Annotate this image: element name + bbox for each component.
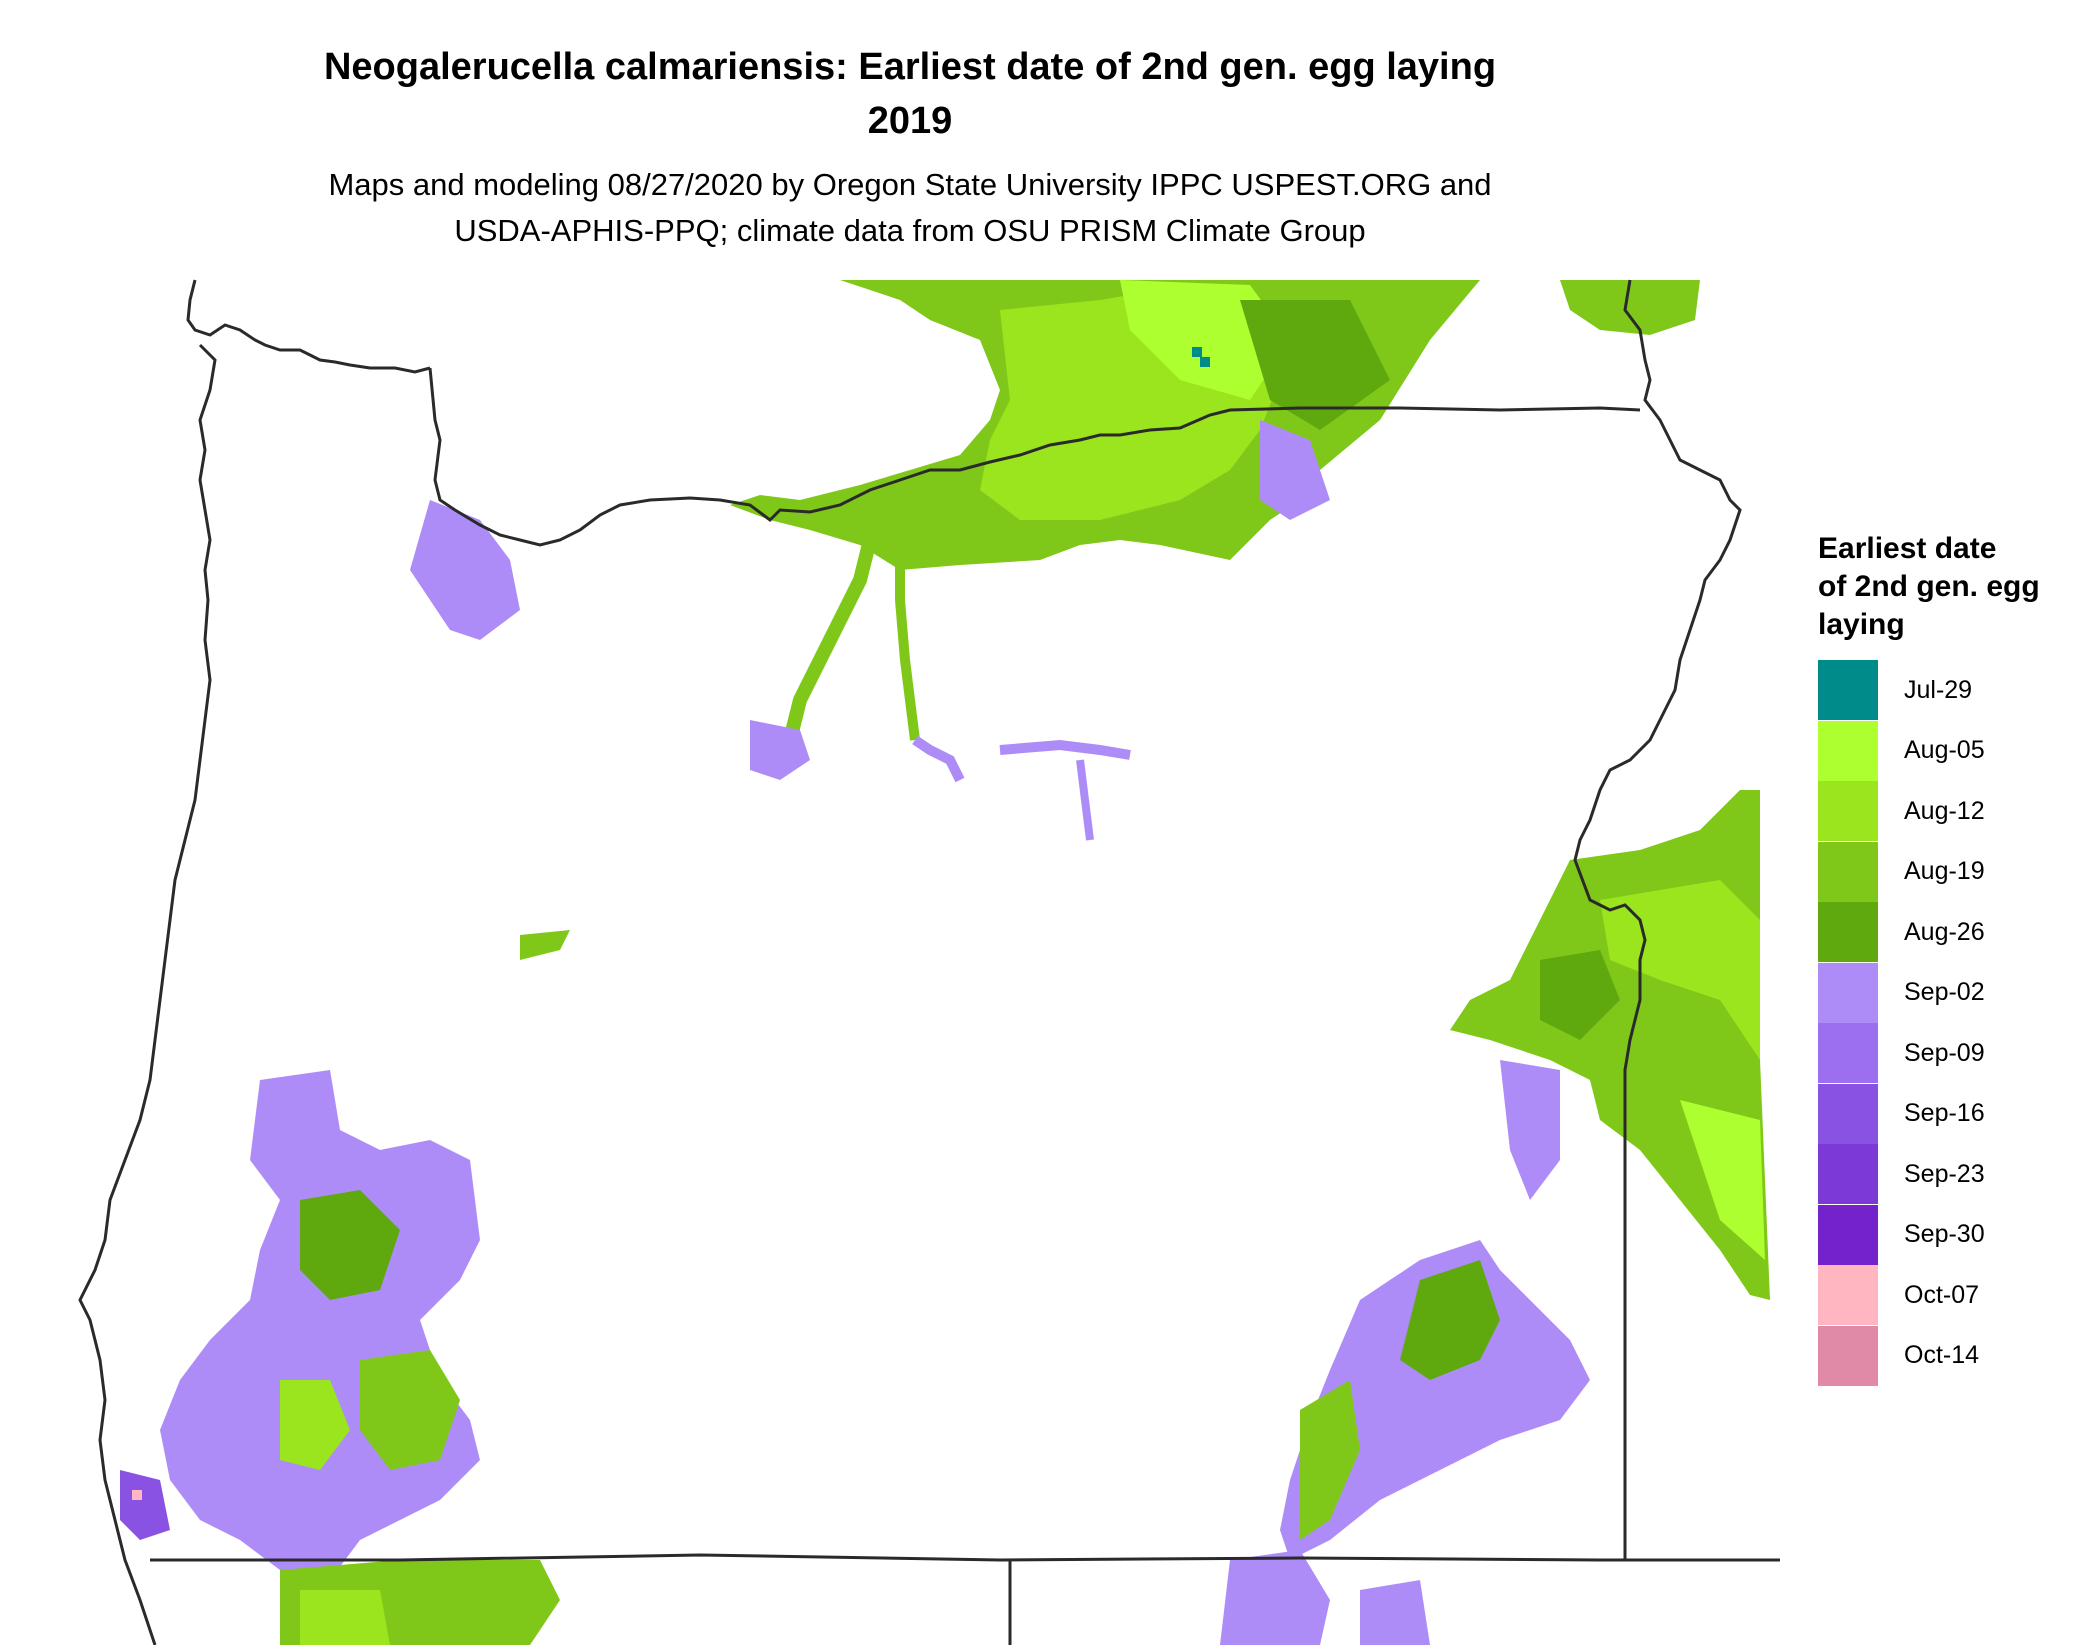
legend-label: Aug-05 xyxy=(1904,736,1985,764)
legend-label: Aug-26 xyxy=(1904,917,1985,946)
map-subtitle-line2: USDA-APHIS-PPQ; climate data from OSU PR… xyxy=(454,213,1366,248)
legend-label: Sep-16 xyxy=(1904,1099,1985,1127)
legend-item: Jul-29 xyxy=(1818,660,1972,720)
legend-item: Sep-30 xyxy=(1818,1204,1985,1265)
legend-swatch xyxy=(1818,660,1878,720)
legend-label: Oct-14 xyxy=(1904,1341,1980,1369)
legend-label: Sep-23 xyxy=(1904,1159,1985,1188)
legend-swatch xyxy=(1818,1083,1878,1144)
legend-item: Aug-12 xyxy=(1818,781,1985,841)
map-title-line2: 2019 xyxy=(867,100,953,142)
legend-item: Aug-26 xyxy=(1818,902,1985,962)
legend-title: Earliest date of 2nd gen. egg laying xyxy=(1818,532,2040,641)
legend-item: Oct-14 xyxy=(1818,1325,1980,1386)
oregon-idaho-border xyxy=(1573,279,1742,1120)
legend-swatch xyxy=(1818,962,1878,1023)
raster-southwest-mixed xyxy=(120,1070,560,1645)
legend-label: Sep-30 xyxy=(1904,1220,1985,1248)
legend-swatch xyxy=(1818,1265,1878,1325)
raster-northern-green xyxy=(730,280,1700,841)
legend-swatch xyxy=(1818,1325,1878,1386)
legend-item: Sep-23 xyxy=(1818,1144,1985,1204)
map-subtitle-line1: Maps and modeling 08/27/2020 by Oregon S… xyxy=(328,167,1492,202)
coastline-washington xyxy=(186,279,431,374)
legend-label: Jul-29 xyxy=(1904,675,1973,704)
map-title-line1: Neogalerucella calmariensis: Earliest da… xyxy=(323,46,1497,88)
legend-label: Aug-19 xyxy=(1904,857,1985,885)
legend-item: Aug-05 xyxy=(1818,720,1985,781)
legend-swatch xyxy=(1818,781,1878,841)
raster-nw-purple xyxy=(410,500,810,960)
raster-southeast-purple xyxy=(1220,1240,1590,1645)
legend-item: Sep-16 xyxy=(1818,1083,1985,1144)
legend-label: Sep-09 xyxy=(1904,1038,1985,1067)
raster-eastern-green xyxy=(1450,790,1770,1300)
legend-swatch xyxy=(1818,902,1878,962)
legend-item: Sep-09 xyxy=(1818,1023,1985,1083)
legend-label: Oct-07 xyxy=(1904,1280,1980,1309)
legend-item: Oct-07 xyxy=(1818,1265,1979,1325)
coastline-oregon xyxy=(78,343,217,1645)
oregon-washington-border xyxy=(428,367,1641,547)
state-boundaries xyxy=(78,279,1780,1645)
legend-swatch xyxy=(1818,1023,1878,1083)
oregon-california-border xyxy=(150,1553,1780,1562)
legend-swatch xyxy=(1818,841,1878,902)
legend-swatch xyxy=(1818,1144,1878,1204)
legend-label: Aug-12 xyxy=(1904,796,1985,825)
legend-item: Aug-19 xyxy=(1818,841,1985,902)
legend-swatch xyxy=(1818,720,1878,781)
legend-swatch xyxy=(1818,1204,1878,1265)
legend-item: Sep-02 xyxy=(1818,962,1985,1023)
legend-label: Sep-02 xyxy=(1904,978,1985,1006)
